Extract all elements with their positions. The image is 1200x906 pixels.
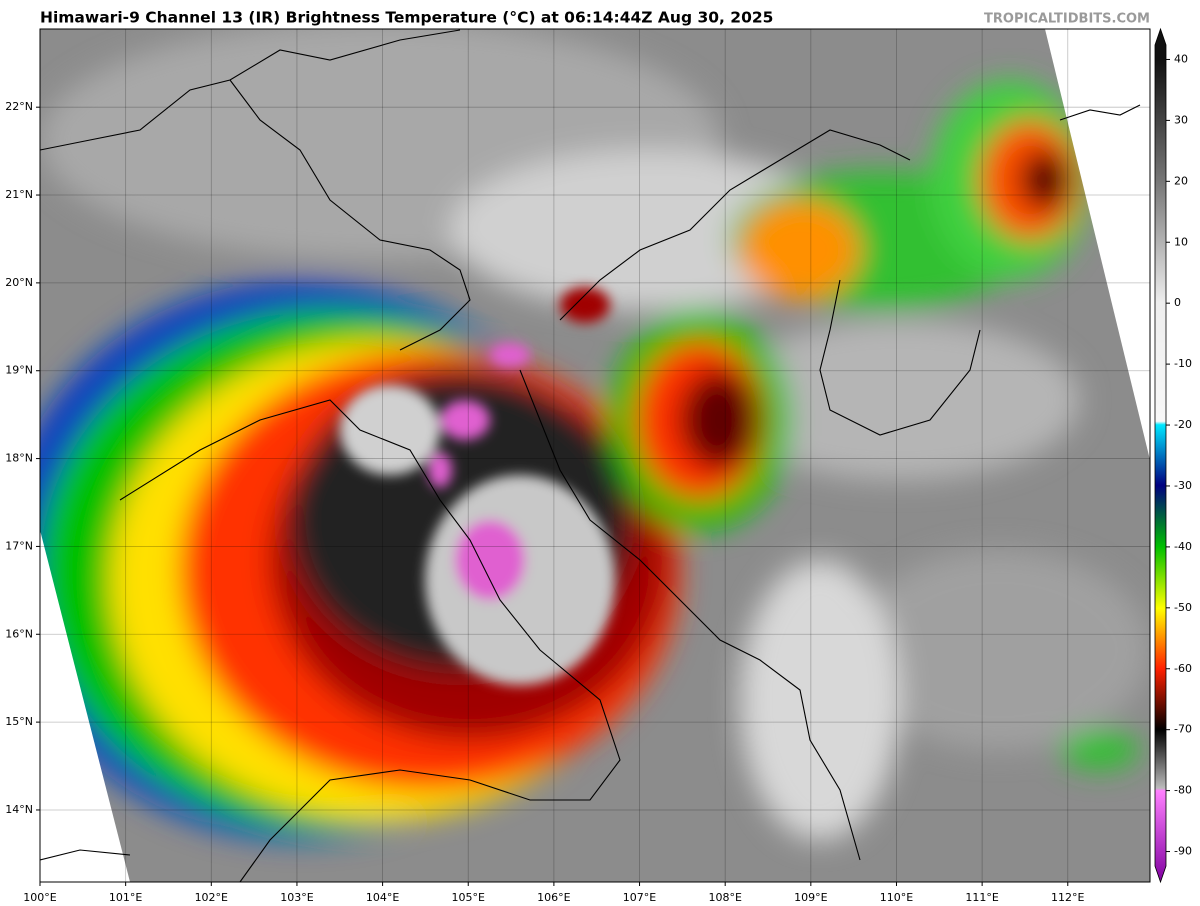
- lon-tick-label: 103°E: [280, 891, 313, 904]
- lat-tick-label: 14°N: [5, 803, 33, 816]
- lon-tick-label: 105°E: [452, 891, 485, 904]
- colorbar-tick-label: 30: [1174, 113, 1188, 126]
- colorbar-tick-label: 40: [1174, 52, 1188, 65]
- watermark: TROPICALTIDBITS.COM: [984, 12, 1150, 27]
- satellite-image: [40, 29, 1150, 882]
- title: Himawari-9 Channel 13 (IR) Brightness Te…: [40, 9, 773, 27]
- lat-tick-label: 16°N: [5, 627, 33, 640]
- lat-tick-label: 19°N: [5, 364, 33, 377]
- lat-tick-label: 17°N: [5, 539, 33, 552]
- lat-tick-label: 18°N: [5, 452, 33, 465]
- lat-tick-label: 21°N: [5, 188, 33, 201]
- colorbar-tick-label: -80: [1174, 784, 1192, 797]
- colorbar-tick-label: -40: [1174, 540, 1192, 553]
- lon-tick-label: 109°E: [794, 891, 827, 904]
- lat-tick-label: 20°N: [5, 276, 33, 289]
- colorbar-tick-label: -50: [1174, 601, 1192, 614]
- lat-tick-label: 22°N: [5, 100, 33, 113]
- colorbar-tick-label: -90: [1174, 845, 1192, 858]
- colorbar-tick-label: -30: [1174, 479, 1192, 492]
- lon-tick-label: 108°E: [708, 891, 741, 904]
- lon-tick-label: 107°E: [623, 891, 656, 904]
- lon-tick-label: 100°E: [23, 891, 56, 904]
- colorbar-tick-label: -10: [1174, 357, 1192, 370]
- colorbar-tick-label: -60: [1174, 662, 1192, 675]
- lat-tick-label: 15°N: [5, 715, 33, 728]
- colorbar-tick-label: 10: [1174, 235, 1188, 248]
- colorbar-tick-label: 0: [1174, 296, 1181, 309]
- colorbar-tick-label: 20: [1174, 174, 1188, 187]
- lon-tick-label: 106°E: [537, 891, 570, 904]
- map-frame: [39, 28, 1151, 883]
- lon-tick-label: 111°E: [965, 891, 998, 904]
- colorbar-tick-label: -20: [1174, 418, 1192, 431]
- lon-tick-label: 102°E: [195, 891, 228, 904]
- lon-tick-label: 110°E: [880, 891, 913, 904]
- colorbar: [1154, 27, 1167, 884]
- colorbar-tick-label: -70: [1174, 723, 1192, 736]
- lon-tick-label: 104°E: [366, 891, 399, 904]
- lon-tick-label: 101°E: [109, 891, 142, 904]
- lon-tick-label: 112°E: [1051, 891, 1084, 904]
